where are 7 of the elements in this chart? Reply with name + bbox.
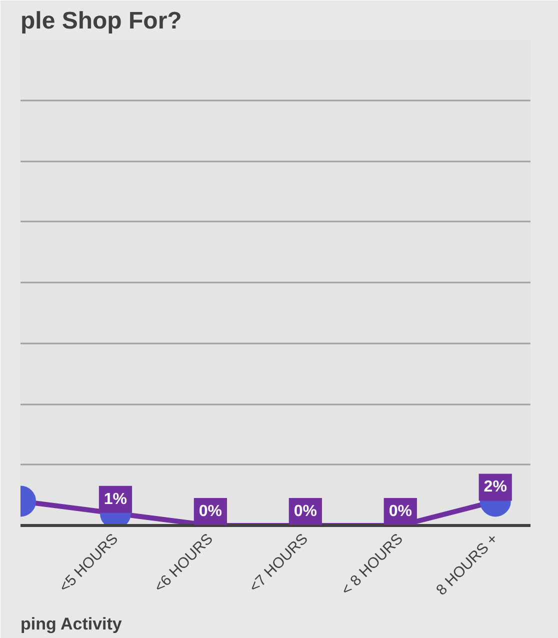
data-label: 0% xyxy=(198,503,222,520)
data-label: 0% xyxy=(388,503,412,520)
data-label: 0% xyxy=(294,503,317,520)
x-axis-title: ping Activity xyxy=(20,614,122,634)
data-label: 2% xyxy=(484,478,507,496)
data-label: 1% xyxy=(104,490,128,508)
chart-title: ple Shop For? xyxy=(20,8,182,34)
